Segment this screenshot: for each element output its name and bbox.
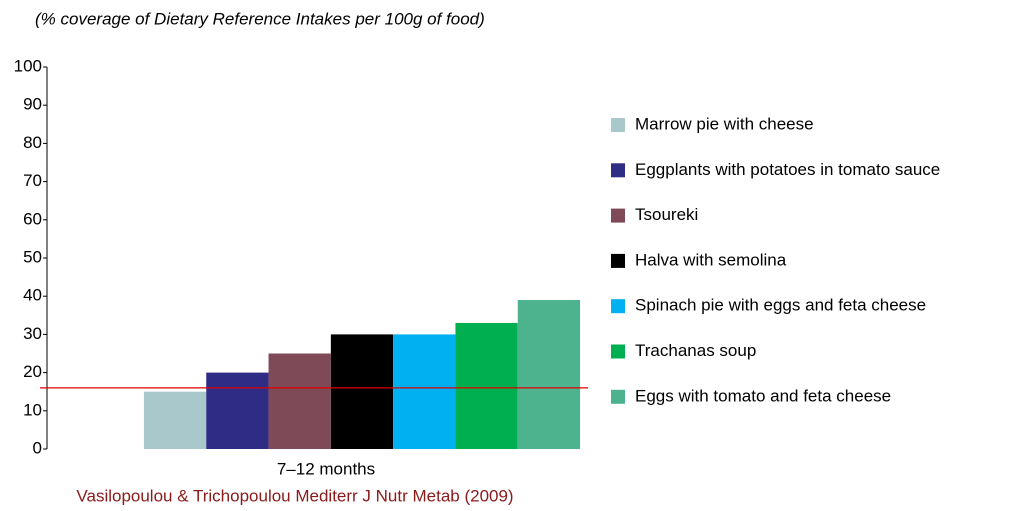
legend-swatch (611, 118, 625, 132)
y-tick-label: 30 (23, 324, 42, 343)
legend-swatch (611, 344, 625, 359)
legend-swatch (611, 163, 625, 178)
chart-subtitle: (% coverage of Dietary Reference Intakes… (35, 9, 485, 28)
y-tick-label: 60 (23, 209, 42, 228)
bar (143, 391, 207, 449)
x-tick-label: 7–12 months (277, 459, 375, 478)
legend-swatch (611, 253, 625, 268)
y-tick-label: 90 (23, 95, 42, 114)
y-tick-label: 80 (23, 133, 42, 152)
y-tick-label: 10 (23, 400, 42, 419)
bar (330, 334, 394, 449)
bar (393, 334, 456, 449)
y-tick-label: 100 (14, 56, 42, 75)
y-tick-label: 0 (33, 438, 42, 457)
source: Vasilopoulou & Trichopoulou Mediterr J N… (76, 486, 513, 505)
bar (517, 300, 581, 449)
bar (268, 353, 331, 449)
y-tick-label: 70 (23, 171, 42, 190)
y-tick-label: 40 (23, 286, 42, 305)
legend-label: Eggplants with potatoes in tomato sauce (635, 160, 940, 179)
legend-label: Spinach pie with eggs and feta cheese (635, 296, 926, 315)
legend-swatch (611, 299, 625, 314)
legend-label: Trachanas soup (635, 341, 756, 360)
bar (206, 372, 269, 449)
legend-label: Halva with semolina (635, 250, 787, 269)
legend-swatch (611, 208, 625, 223)
bar (455, 322, 518, 449)
y-tick-label: 20 (23, 362, 42, 381)
legend-label: Tsoureki (635, 205, 698, 224)
legend-swatch (611, 389, 625, 404)
y-tick-label: 50 (23, 247, 42, 266)
legend-label: Eggs with tomato and feta cheese (635, 386, 891, 405)
legend-label: Marrow pie with cheese (635, 114, 814, 133)
